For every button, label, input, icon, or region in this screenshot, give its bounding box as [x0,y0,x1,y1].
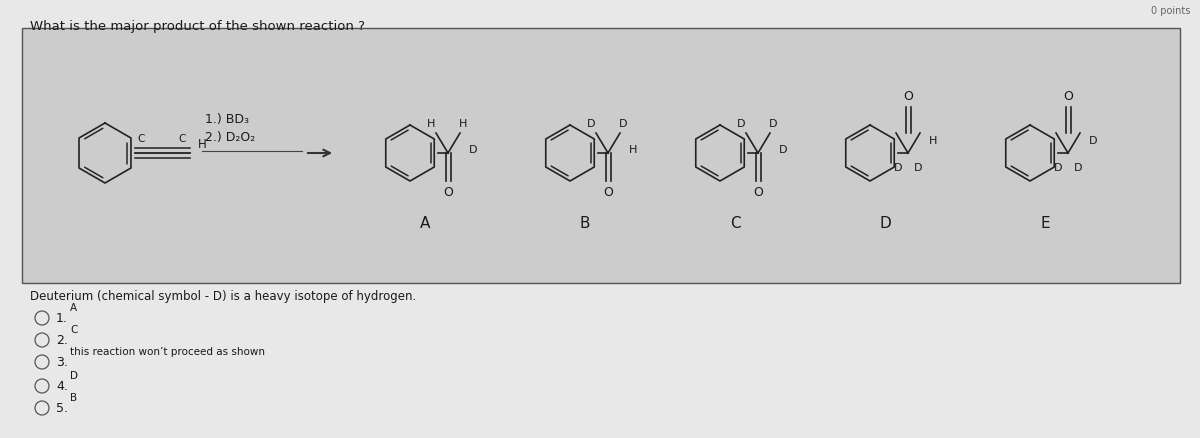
Text: 3.: 3. [56,356,68,368]
Text: H: H [629,145,637,155]
Text: D: D [469,145,478,155]
Text: 2.: 2. [56,333,68,346]
Text: C: C [70,325,77,335]
Text: E: E [1040,215,1050,230]
Text: O: O [443,187,452,199]
Text: H: H [427,119,436,129]
Text: D: D [737,119,745,129]
Text: D: D [880,215,890,230]
Text: D: D [587,119,595,129]
Text: 4.: 4. [56,379,68,392]
Text: D: D [619,119,628,129]
Text: 2.) D₂O₂: 2.) D₂O₂ [205,131,256,145]
Text: D: D [769,119,778,129]
Text: D: D [1054,163,1062,173]
FancyBboxPatch shape [22,28,1180,283]
Text: C: C [730,215,740,230]
Text: C: C [179,134,186,144]
Text: C: C [137,134,145,144]
Text: 5.: 5. [56,402,68,414]
Text: O: O [754,187,763,199]
Text: Deuterium (chemical symbol - D) is a heavy isotope of hydrogen.: Deuterium (chemical symbol - D) is a hea… [30,290,416,303]
Text: D: D [70,371,78,381]
Text: H: H [458,119,467,129]
Text: O: O [604,187,613,199]
Text: A: A [420,215,430,230]
Text: 1.: 1. [56,311,68,325]
Text: this reaction won’t proceed as shown: this reaction won’t proceed as shown [70,347,265,357]
Text: D: D [913,163,923,173]
Text: D: D [1090,136,1098,146]
Text: O: O [1063,91,1073,103]
Text: What is the major product of the shown reaction ?: What is the major product of the shown r… [30,20,365,33]
Text: B: B [70,393,77,403]
Text: 0 points: 0 points [1151,6,1190,16]
Text: H: H [929,136,937,146]
Text: B: B [580,215,590,230]
Text: H: H [198,138,206,152]
Text: A: A [70,303,77,313]
Text: D: D [894,163,902,173]
Text: D: D [779,145,787,155]
Text: D: D [1074,163,1082,173]
Text: 1.) BD₃: 1.) BD₃ [205,113,250,127]
Text: O: O [904,91,913,103]
